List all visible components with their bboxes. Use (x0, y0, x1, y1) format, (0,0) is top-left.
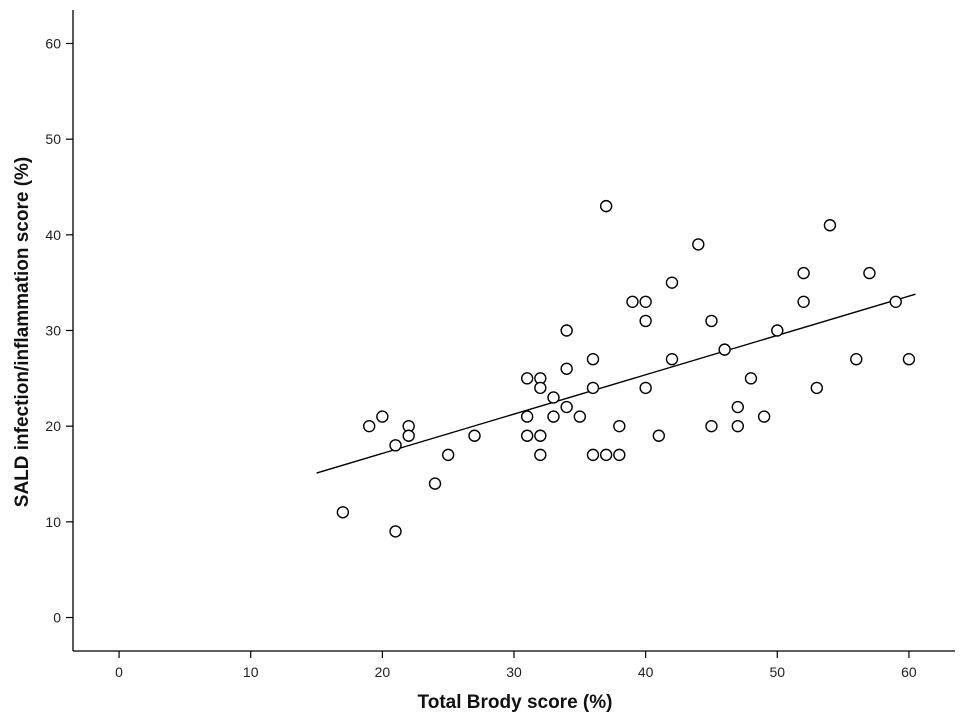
data-point-32 (639, 314, 652, 328)
data-point-18 (547, 410, 560, 423)
x-tick-label-0: 0 (115, 664, 123, 680)
fit-line-group (316, 293, 916, 474)
data-point-33 (639, 381, 652, 395)
data-point-25 (586, 448, 600, 462)
data-point-14 (534, 381, 547, 395)
data-point-30 (626, 295, 639, 308)
x-tick-label-10: 10 (243, 664, 259, 680)
x-tick-label-20: 20 (375, 664, 391, 680)
data-point-48 (810, 381, 823, 395)
data-point-12 (520, 429, 534, 442)
data-point-47 (797, 295, 810, 308)
data-point-40 (718, 343, 731, 356)
data-point-41 (731, 400, 744, 414)
x-axis-title: Total Brody score (%) (418, 692, 613, 713)
data-point-34 (652, 429, 666, 442)
data-point-21 (560, 400, 573, 414)
data-point-35 (665, 276, 679, 289)
y-tick-label-60: 60 (45, 35, 61, 51)
y-tick-label-30: 30 (45, 323, 61, 339)
x-tick-label-30: 30 (506, 664, 522, 680)
data-point-7 (428, 477, 442, 490)
axes: 0 10 20 30 40 50 60 0 10 20 30 40 50 60 (45, 10, 955, 680)
data-point-53 (902, 353, 916, 366)
regression-line (316, 293, 916, 474)
y-axis-title: SALD infection/inflammation score (%) (12, 157, 33, 507)
data-point-31 (639, 295, 652, 308)
data-point-4 (389, 525, 402, 538)
y-tick-label-40: 40 (45, 227, 61, 243)
data-point-37 (692, 238, 705, 251)
data-point-51 (863, 266, 876, 280)
data-point-1 (362, 419, 376, 433)
data-point-11 (520, 410, 534, 423)
data-point-22 (573, 410, 587, 423)
data-point-29 (613, 448, 626, 462)
y-tick-label-10: 10 (45, 514, 61, 530)
data-point-8 (441, 448, 455, 462)
y-tick-label-50: 50 (45, 131, 61, 147)
data-point-19 (560, 324, 573, 337)
data-point-2 (376, 410, 389, 423)
data-point-10 (520, 372, 534, 385)
data-point-26 (599, 199, 613, 213)
y-tick-label-20: 20 (45, 418, 61, 434)
data-point-52 (889, 295, 902, 308)
x-tick-label-50: 50 (769, 664, 785, 680)
data-point-36 (665, 353, 679, 366)
data-point-24 (586, 381, 600, 395)
data-point-9 (468, 429, 481, 442)
y-tick-label-0: 0 (53, 610, 61, 626)
data-point-20 (560, 362, 573, 375)
data-points (336, 199, 916, 538)
data-point-6 (402, 429, 415, 442)
data-point-16 (534, 448, 547, 462)
data-point-42 (731, 419, 744, 433)
data-point-38 (705, 314, 718, 328)
data-point-39 (705, 419, 718, 433)
data-point-23 (586, 353, 600, 366)
x-tick-label-60: 60 (901, 664, 917, 680)
data-point-50 (850, 353, 863, 366)
data-point-17 (547, 391, 560, 404)
data-point-45 (771, 324, 784, 337)
data-point-44 (757, 410, 771, 423)
data-point-43 (744, 372, 758, 385)
data-point-46 (797, 266, 810, 280)
data-point-15 (534, 429, 547, 442)
data-point-28 (613, 419, 626, 433)
x-tick-label-40: 40 (638, 664, 654, 680)
data-point-0 (336, 506, 350, 519)
data-point-27 (599, 448, 613, 462)
data-point-3 (389, 439, 402, 452)
data-point-49 (823, 219, 837, 232)
